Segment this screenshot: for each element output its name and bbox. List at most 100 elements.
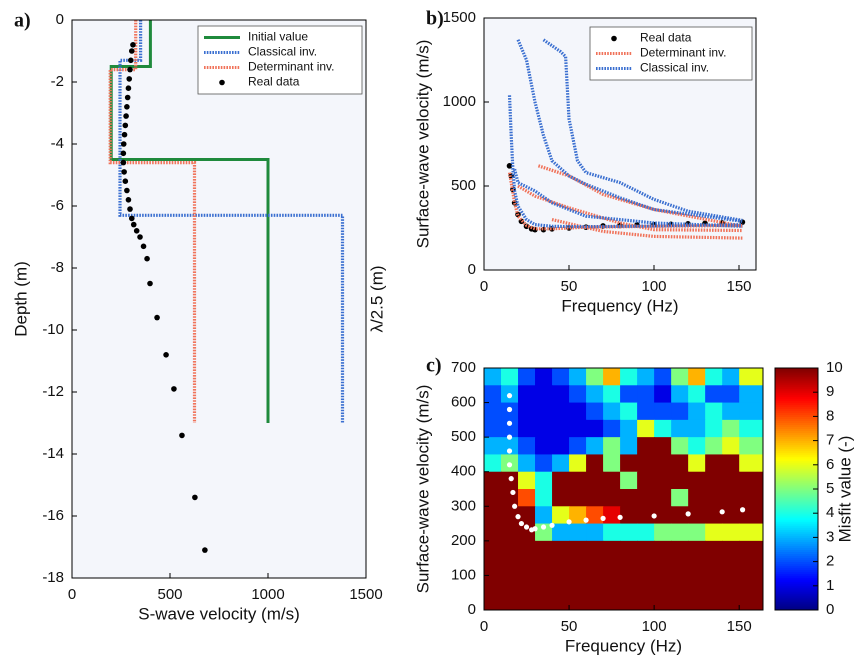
heatmap-cell [518,592,536,610]
heatmap-cell [671,506,689,525]
colorbar-swatch [775,410,818,413]
heatmap-cell [739,437,763,456]
colorbar-swatch [775,589,818,593]
axes-frame [483,367,764,611]
heatmap-cell [518,437,536,456]
heatmap-cell [722,368,740,386]
heatmap-cell [671,419,689,438]
colorbar-swatch [775,466,818,470]
heatmap-cell [552,592,570,610]
heatmap-cell [620,471,638,490]
heatmap-cell [501,558,519,577]
heatmap-cell [705,592,723,610]
heatmap-cell [688,368,706,386]
heatmap-cell [484,506,502,525]
heatmap-cell [603,489,621,507]
heatmap-cell [620,506,638,525]
heatmap-cell [603,368,621,386]
x-tick-label: 100 [642,618,667,635]
heatmap-cell [671,385,689,404]
heatmap-cell [501,368,519,386]
heatmap-cell [535,437,553,456]
data-point [140,243,147,250]
overlay-point [506,393,513,399]
data-point [120,141,127,147]
colorbar-swatch [775,440,818,444]
colorbar-swatch [775,593,818,597]
heatmap-cell [603,385,621,404]
heatmap-cell [671,454,689,473]
heatmap-cell [739,558,763,577]
overlay-point [518,520,525,527]
heatmap-cell [722,402,740,421]
overlay-point [685,511,691,517]
data-point [179,432,185,439]
colorbar-swatch [775,543,818,546]
colorbar-swatch [775,567,818,571]
heatmap-cell [654,402,672,421]
colorbar-swatch [775,559,818,563]
overlay-point [512,503,518,509]
colorbar-swatch [775,450,818,454]
colorbar-swatch [775,503,818,506]
colorbar-swatch [775,541,818,544]
colorbar-swatch [775,386,818,389]
colorbar-swatch [775,551,818,555]
heatmap-cell [637,402,655,421]
heatmap-cell [705,385,723,404]
y-tick-label: 0 [468,601,476,618]
heatmap-cell [603,419,621,438]
data-point [130,221,137,228]
colorbar-swatch [775,448,818,452]
colorbar-swatch [775,404,818,407]
plot-area [72,20,366,578]
heatmap-cell [739,540,763,559]
heatmap-cell [535,419,553,438]
colorbar-tick-label: 8 [826,407,834,424]
x-tick-label: 50 [561,618,578,635]
overlay-point [506,434,513,440]
colorbar-swatch [775,563,818,567]
legend-label: Real data [640,31,692,45]
colorbar-swatch [775,486,818,490]
heatmap-cell [637,471,655,490]
colorbar-swatch [775,478,818,482]
colorbar-swatch [775,493,818,496]
colorbar-swatch [775,442,818,446]
heatmap-cell [705,437,723,456]
legend-label: Initial value [248,30,308,44]
heatmap-cell [586,575,604,594]
colorbar-swatch [775,380,818,383]
heatmap-cell [722,471,740,490]
heatmap-cell [569,540,587,559]
y-axis-label: Surface-wave velocity (m/s) [413,40,432,249]
heatmap-cell [569,419,587,438]
y-tick-label: 500 [451,428,476,445]
heatmap-cell [654,506,672,525]
heatmap-cell [722,506,740,525]
heatmap-cell [586,592,604,610]
colorbar-tick-label: 5 [826,480,834,497]
panel: 0 1 2 3 4 5 6 7 8 9 10 Misfit value (-) 0 50 100 150 0 10… [413,355,854,656]
colorbar-swatch [775,517,818,520]
colorbar-swatch [775,549,818,553]
heatmap-cell [501,540,519,559]
colorbar-swatch [775,470,818,474]
heatmap-cell [603,575,621,594]
heatmap-cell [654,419,672,438]
heatmap-cell [739,489,763,507]
heatmap-cell [705,454,723,473]
colorbar-swatch [775,406,818,409]
overlay-point [532,526,538,532]
axes-frame [71,19,367,579]
heatmap-cell [705,523,723,542]
colorbar-swatch [775,595,818,599]
x-axis-label: Frequency (Hz) [565,636,682,655]
overlay-point [508,476,514,482]
data-point [124,187,130,194]
y-tick-label: -14 [42,445,64,462]
heatmap-cell [586,454,604,473]
data-point [125,85,132,91]
heatmap-cell [620,523,638,542]
